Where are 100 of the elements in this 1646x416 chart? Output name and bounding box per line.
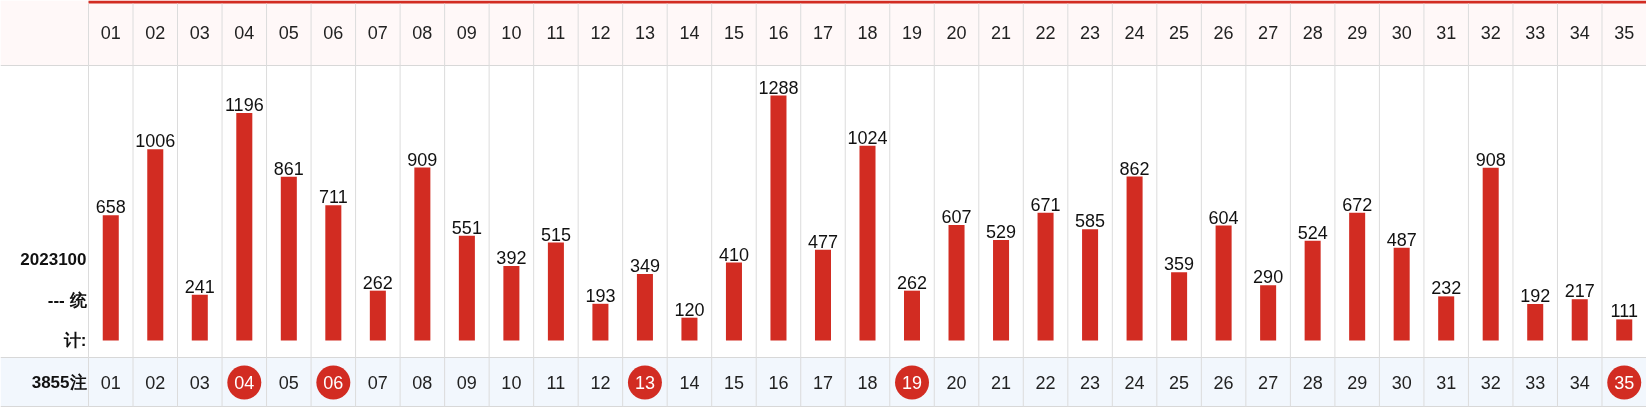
- data-label: 711: [318, 187, 348, 208]
- x-tick-label: 33: [1525, 23, 1546, 43]
- text: 19: [902, 373, 923, 393]
- bar: [147, 149, 164, 341]
- x-tick-label: 03: [189, 23, 210, 43]
- x-tick-label: 28: [1302, 23, 1323, 43]
- category-label: 20: [946, 373, 967, 393]
- data-label: 551: [451, 217, 482, 238]
- category-label: 29: [1347, 373, 1368, 393]
- category-label: 14: [679, 373, 700, 393]
- data-label: 672: [1342, 194, 1373, 215]
- data-label: 908: [1475, 149, 1506, 170]
- bar: [325, 205, 342, 341]
- category-label: 09: [456, 373, 477, 393]
- bar: [1616, 319, 1633, 341]
- text: 04: [234, 373, 255, 393]
- bar: [993, 239, 1010, 341]
- category-label: 11: [546, 373, 566, 393]
- data-label: 192: [1520, 285, 1551, 306]
- data-label: 607: [941, 207, 972, 228]
- data-label: 349: [629, 256, 660, 277]
- bar: [725, 262, 742, 341]
- bar: [904, 290, 921, 341]
- x-tick-label: 06: [323, 23, 344, 43]
- category-label: 08: [412, 373, 433, 393]
- bar: [1171, 272, 1188, 341]
- x-tick-label: 17: [812, 23, 834, 43]
- x-tick-label: 05: [278, 23, 299, 43]
- data-label: 909: [407, 149, 438, 170]
- category-label: 34: [1569, 373, 1590, 393]
- category-label: 01: [100, 373, 121, 393]
- x-tick-label: 11: [546, 23, 566, 43]
- x-tick-label: 34: [1569, 23, 1590, 43]
- data-label: 120: [674, 299, 705, 320]
- data-label: 262: [897, 272, 928, 293]
- data-label: 1006: [135, 131, 176, 152]
- category-label: 17: [812, 373, 834, 393]
- x-tick-label: 20: [946, 23, 967, 43]
- x-tick-label: 35: [1614, 23, 1635, 43]
- bar: [369, 290, 386, 341]
- bar: [1260, 285, 1277, 341]
- x-tick-label: 02: [145, 23, 166, 43]
- text: 2023100: [20, 249, 87, 269]
- x-tick-label: 19: [902, 23, 923, 43]
- x-tick-label: 04: [234, 23, 255, 43]
- data-label: 524: [1297, 222, 1328, 243]
- x-tick-label: 22: [1035, 23, 1056, 43]
- x-tick-label: 30: [1391, 23, 1412, 43]
- data-label: 604: [1208, 207, 1239, 228]
- x-tick-label: 29: [1347, 23, 1368, 43]
- bar: [102, 215, 119, 341]
- bar: [503, 265, 520, 341]
- bar: [636, 274, 653, 341]
- x-tick-label: 18: [857, 23, 878, 43]
- data-label: 658: [95, 197, 126, 218]
- text: 35: [1614, 373, 1635, 393]
- data-label: 262: [362, 272, 393, 293]
- bar: [1126, 176, 1143, 341]
- text: 06: [323, 373, 344, 393]
- data-label: 232: [1431, 278, 1462, 299]
- data-label: 487: [1386, 229, 1417, 250]
- x-tick-label: 16: [768, 23, 789, 43]
- bar: [770, 95, 787, 341]
- category-label: 16: [768, 373, 789, 393]
- category-label: 23: [1080, 373, 1101, 393]
- bar: [1037, 212, 1054, 341]
- data-label: 193: [585, 285, 616, 306]
- data-label: 111: [1610, 301, 1638, 322]
- category-label: 18: [857, 373, 878, 393]
- category-label: 27: [1258, 373, 1279, 393]
- data-label: 671: [1030, 194, 1061, 215]
- bar: [1304, 240, 1321, 341]
- category-label: 10: [501, 373, 522, 393]
- x-tick-label: 21: [991, 23, 1012, 43]
- x-tick-label: 24: [1124, 23, 1145, 43]
- bar: [280, 176, 297, 341]
- x-tick-label: 13: [634, 23, 655, 43]
- data-label: 359: [1164, 254, 1195, 275]
- category-label: 15: [723, 373, 744, 393]
- x-tick-label: 32: [1480, 23, 1501, 43]
- text: 计:: [62, 331, 87, 350]
- x-tick-label: 07: [367, 23, 388, 43]
- x-tick-label: 27: [1258, 23, 1279, 43]
- bar: [1215, 225, 1232, 341]
- category-label: 21: [991, 373, 1012, 393]
- x-tick-label: 14: [679, 23, 700, 43]
- text: 13: [634, 373, 655, 393]
- category-label: 22: [1035, 373, 1056, 393]
- bar: [1527, 303, 1544, 341]
- data-label: 515: [540, 224, 571, 245]
- bar: [1482, 167, 1499, 341]
- bar: [458, 235, 475, 341]
- data-label: 392: [496, 247, 527, 268]
- category-label: 26: [1213, 373, 1234, 393]
- category-label: 07: [367, 373, 388, 393]
- data-label: 1196: [224, 95, 264, 115]
- x-tick-label: 10: [501, 23, 522, 43]
- bar: [859, 145, 876, 341]
- category-label: 05: [278, 373, 299, 393]
- bar: [814, 249, 831, 341]
